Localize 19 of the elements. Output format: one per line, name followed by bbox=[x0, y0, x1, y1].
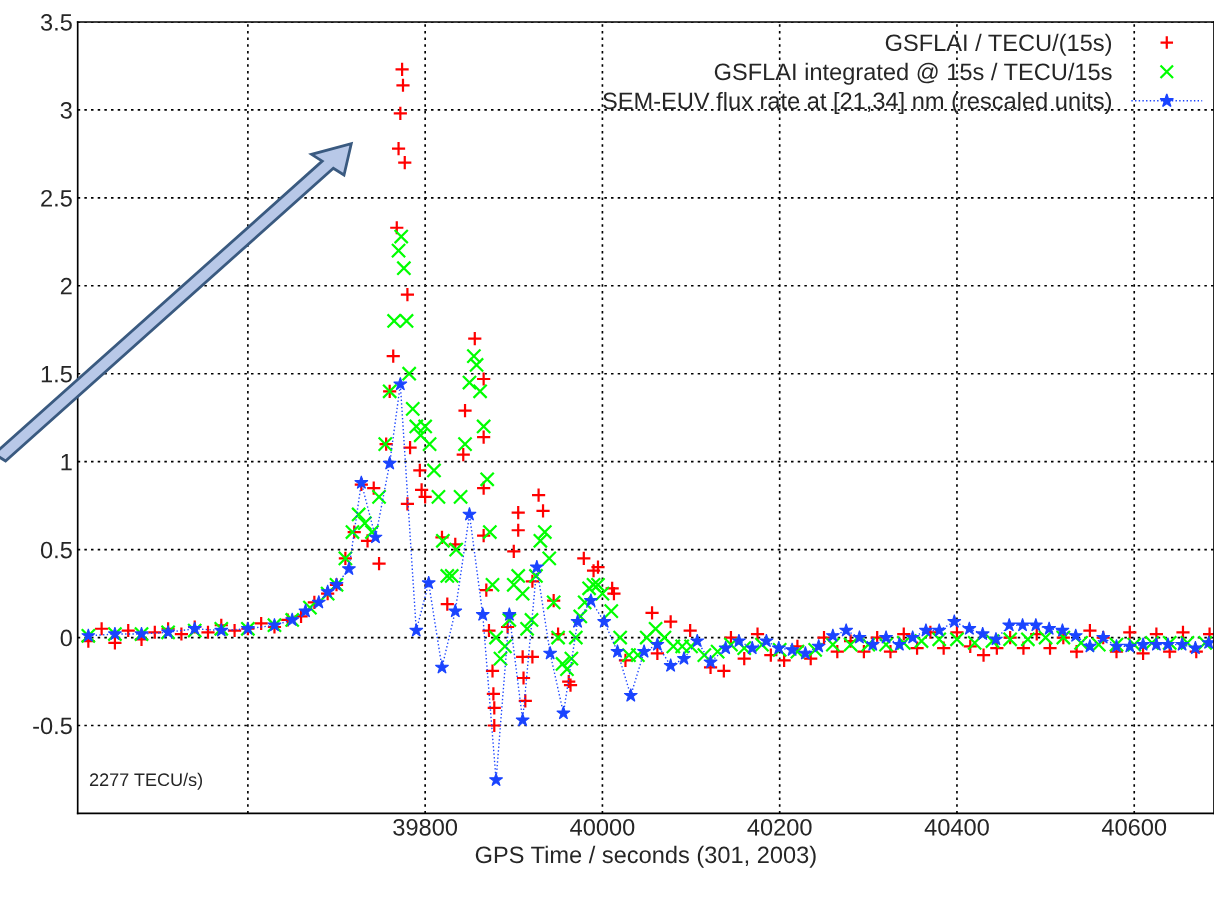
y-tick-label: 1.5 bbox=[41, 366, 72, 383]
x-tick-label: 40600 bbox=[1101, 818, 1167, 836]
y-tick-label: 3 bbox=[60, 101, 72, 119]
y-tick-label: 0.5 bbox=[40, 541, 72, 559]
x-axis-title: GPS Time / seconds (301, 2003) bbox=[475, 845, 816, 868]
x-tick-label: 39800 bbox=[393, 818, 458, 836]
legend-label: SEM-EUV flux rate at [21,34] nm (rescaled units) bbox=[603, 91, 1112, 114]
y-tick-label: 2.5 bbox=[41, 189, 72, 207]
legend-label: GSFLAI integrated @ 15s / TECU/15s bbox=[714, 62, 1112, 85]
x-tick-label: 40400 bbox=[924, 818, 989, 836]
legend-label: GSFLAI / TECU/(15s) bbox=[885, 33, 1112, 56]
y-tick-label: 2 bbox=[60, 277, 72, 295]
annotation: 2277 TECU/s) bbox=[89, 772, 203, 790]
x-tick-label: 40200 bbox=[747, 818, 812, 836]
y-tick-label: 0 bbox=[60, 629, 72, 647]
y-tick-label: 3.5 bbox=[40, 14, 72, 31]
x-tick-label: 40000 bbox=[570, 818, 635, 836]
y-tick-label: -0.5 bbox=[33, 717, 72, 735]
y-tick-label: 1 bbox=[61, 453, 72, 471]
